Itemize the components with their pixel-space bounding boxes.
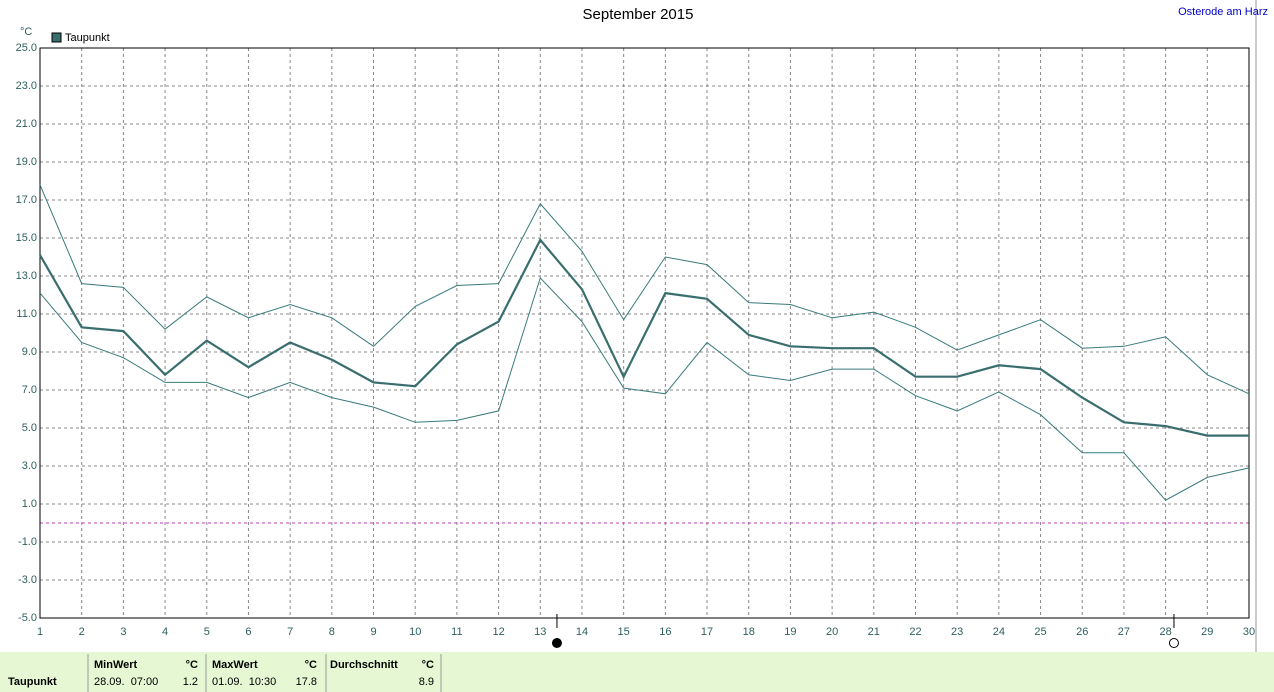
y-tick-label: 23.0: [16, 80, 37, 92]
y-tick-label: 13.0: [16, 270, 37, 282]
y-tick-label: 25.0: [16, 42, 37, 54]
x-tick-label: 21: [868, 626, 880, 638]
x-tick-label: 25: [1034, 626, 1046, 638]
col-time: 01.09. 10:30: [212, 676, 276, 688]
x-tick-label: 10: [409, 626, 421, 638]
col-unit: °C: [305, 659, 317, 671]
col-header: Durchschnitt: [330, 659, 398, 671]
x-tick-label: 14: [576, 626, 588, 638]
plot: -5.0 -3.0 -1.0 1.0 3.0 5.0 7.0 9.0 11.0 13.0 15.0 1…: [16, 32, 1255, 648]
chart-title: September 2015: [583, 6, 694, 23]
y-tick-label: -3.0: [18, 574, 37, 586]
x-tick-label: 19: [784, 626, 796, 638]
summary-panel: [0, 652, 1274, 692]
x-tick-label: 23: [951, 626, 963, 638]
x-tick-label: 4: [162, 626, 168, 638]
x-tick-label: 18: [743, 626, 755, 638]
x-tick-label: 5: [204, 626, 210, 638]
col-value: 8.9: [419, 676, 434, 688]
moon-icon: [1168, 638, 1179, 648]
y-tick-label: 9.0: [22, 346, 37, 358]
moon-icon: [551, 638, 562, 648]
series-line: [39, 184, 1250, 395]
y-tick-label: 19.0: [16, 156, 37, 168]
y-tick-label: 3.0: [22, 460, 37, 472]
col-value: 17.8: [296, 676, 317, 688]
y-unit: °C: [20, 26, 32, 38]
col-header: MaxWert: [212, 659, 258, 671]
y-tick-label: 21.0: [16, 118, 37, 130]
series-line: [39, 276, 1250, 501]
col-time: 28.09. 07:00: [94, 676, 158, 688]
col-unit: °C: [186, 659, 198, 671]
y-tick-label: 17.0: [16, 194, 37, 206]
x-tick-label: 28: [1159, 626, 1171, 638]
x-tick-label: 1: [37, 626, 43, 638]
x-tick-label: 8: [329, 626, 335, 638]
x-tick-label: 2: [79, 626, 85, 638]
y-tick-label: 11.0: [16, 308, 37, 320]
series-line: [39, 237, 1249, 437]
col-header: MinWert: [94, 659, 138, 671]
x-tick-label: 27: [1118, 626, 1130, 638]
x-tick-label: 9: [370, 626, 376, 638]
col-unit: °C: [422, 659, 434, 671]
y-tick-label: -1.0: [18, 536, 37, 548]
y-tick-label: -5.0: [18, 612, 37, 624]
location: Osterode am Harz: [1178, 6, 1268, 18]
y-tick-label: 7.0: [22, 384, 37, 396]
x-tick-label: 24: [993, 626, 1005, 638]
x-tick-label: 7: [287, 626, 293, 638]
row-label: Taupunkt: [8, 676, 57, 688]
y-tick-label: 5.0: [22, 422, 37, 434]
x-tick-label: 20: [826, 626, 838, 638]
x-tick-label: 30: [1243, 626, 1255, 638]
legend-swatch: [51, 32, 62, 43]
plot-border: [39, 47, 1250, 619]
y-tick-label: 1.0: [22, 498, 37, 510]
y-tick-label: 15.0: [16, 232, 37, 244]
x-tick-label: 3: [120, 626, 126, 638]
x-tick-label: 13: [534, 626, 546, 638]
x-tick-label: 15: [618, 626, 630, 638]
x-tick-label: 6: [245, 626, 251, 638]
x-tick-label: 17: [701, 626, 713, 638]
x-tick-label: 22: [909, 626, 921, 638]
x-tick-label: 12: [492, 626, 504, 638]
col-value: 1.2: [183, 676, 198, 688]
x-tick-label: 29: [1201, 626, 1213, 638]
legend-label: Taupunkt: [65, 32, 110, 44]
x-tick-label: 11: [451, 626, 462, 638]
x-tick-label: 16: [659, 626, 671, 638]
x-tick-label: 26: [1076, 626, 1088, 638]
